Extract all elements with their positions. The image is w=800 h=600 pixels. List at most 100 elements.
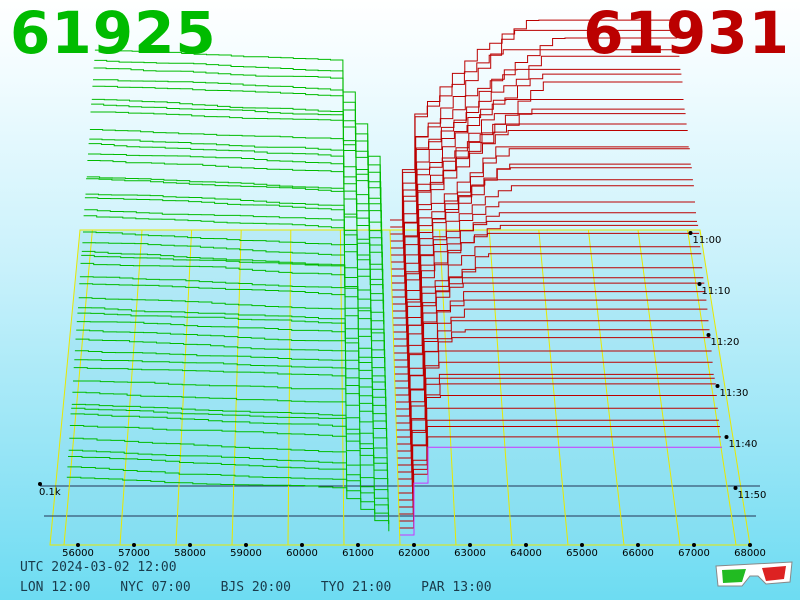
bid-depth-line [73, 380, 388, 454]
time-marker [697, 282, 702, 286]
bid-depth-line [86, 176, 384, 289]
ask-depth-line [392, 113, 686, 291]
x-tick-label: 64000 [510, 548, 542, 559]
x-tick-marker [132, 543, 136, 547]
grid-line [175, 229, 193, 546]
ask-depth-line [400, 446, 722, 536]
bid-depth-line [94, 59, 381, 196]
ask-depth-line [390, 37, 678, 235]
utc-time: UTC 2024-03-02 12:00 [20, 560, 177, 575]
bid-depth-line [67, 466, 390, 524]
x-tick-marker [524, 543, 528, 547]
grid-line [637, 229, 681, 546]
ask-depth-line [397, 350, 712, 466]
x-tick-label: 68000 [734, 548, 766, 559]
bid-depth-line [83, 215, 385, 325]
ask-price: 61931 [583, 0, 790, 67]
ask-depth-line [396, 277, 704, 410]
bid-depth-line [78, 297, 386, 387]
timezone-bar: LON 12:00 NYC 07:00 BJS 20:00 TYO 21:00 … [20, 580, 514, 595]
time-labels: 11:00 11:10 11:20 11:30 11:40 11:50 [688, 231, 767, 501]
x-tick-label: 66000 [622, 548, 654, 559]
bid-depth-line [68, 449, 389, 510]
time-marker [733, 486, 738, 490]
bid-depth-line [71, 407, 388, 478]
time-label: 11:50 [738, 490, 767, 501]
zone-par: PAR 13:00 [421, 580, 492, 595]
grid-line [587, 229, 625, 546]
ask-depth-line [392, 130, 688, 305]
ask-depth-line [399, 426, 720, 522]
x-tick-label: 65000 [566, 548, 598, 559]
ask-depth-line [399, 419, 719, 515]
time-marker [715, 384, 720, 388]
ask-depth-line [399, 436, 721, 529]
zone-bjs: BJS 20:00 [220, 580, 292, 595]
bid-depth-line [81, 254, 385, 356]
x-tick-marker [580, 543, 584, 547]
bid-depth-line [82, 242, 385, 342]
ask-depth-line [398, 383, 716, 494]
x-tick-label: 59000 [230, 548, 262, 559]
bid-depth-line [83, 231, 385, 335]
ask-depth-line [398, 377, 715, 487]
grid-line [538, 229, 569, 546]
bid-depth-line [78, 307, 386, 395]
bid-depth-line [72, 391, 388, 463]
ask-depth-line [396, 308, 708, 438]
bid-depth-line [88, 153, 383, 272]
ask-depth-line [397, 320, 709, 445]
bid-depth-line [74, 359, 387, 439]
ask-depth-line [395, 232, 700, 382]
ask-depth-line [392, 146, 689, 312]
bid-depth-line [93, 67, 381, 203]
ask-depth-line [396, 291, 706, 424]
x-tick-marker [188, 543, 192, 547]
ask-depth-line [396, 282, 705, 417]
ask-depth-line [395, 267, 703, 403]
grid-line [339, 229, 345, 546]
ask-depth-line [398, 361, 713, 473]
bid-depth-line [86, 178, 384, 295]
ask-depth-line [396, 299, 707, 431]
zone-tyo: TYO 21:00 [320, 580, 392, 595]
ask-depth-line [394, 224, 699, 375]
depth-curves [66, 19, 722, 536]
time-label: 11:30 [720, 388, 749, 399]
bid-depth-line [71, 403, 388, 472]
zone-nyc: NYC 07:00 [120, 580, 191, 595]
x-tick-label: 61000 [342, 548, 374, 559]
grid-line [231, 229, 242, 546]
bid-depth-line [69, 425, 389, 493]
zone-lon: LON 12:00 [20, 580, 91, 595]
bid-depth-line [77, 312, 386, 401]
x-tick-marker [468, 543, 472, 547]
depth-label: 0.1k [39, 487, 61, 498]
bid-depth-line [84, 197, 384, 310]
time-marker [688, 231, 693, 235]
grid-line [687, 229, 737, 546]
bid-depth-line [94, 49, 381, 189]
ask-depth-line [395, 246, 701, 389]
x-tick-label: 60000 [286, 548, 318, 559]
bid-depth-line [89, 129, 383, 250]
x-tick-marker [244, 543, 248, 547]
x-tick-marker [300, 543, 304, 547]
grid-line [119, 229, 143, 546]
ask-depth-line [391, 99, 684, 277]
x-tick-label: 56000 [62, 548, 94, 559]
time-label: 11:10 [702, 286, 731, 297]
x-tick-marker [76, 543, 80, 547]
grid-line [63, 229, 93, 546]
ask-depth-line [397, 337, 711, 459]
bid-depth-line [87, 160, 383, 279]
grid-line [439, 229, 457, 546]
ask-depth-line [392, 108, 685, 284]
ask-depth-line [399, 407, 718, 508]
grid-line [488, 229, 513, 546]
3d-glasses-icon[interactable] [714, 560, 794, 592]
bid-depth-line [73, 367, 388, 446]
time-label: 11:00 [693, 235, 722, 246]
bid-depth-line [75, 338, 387, 424]
